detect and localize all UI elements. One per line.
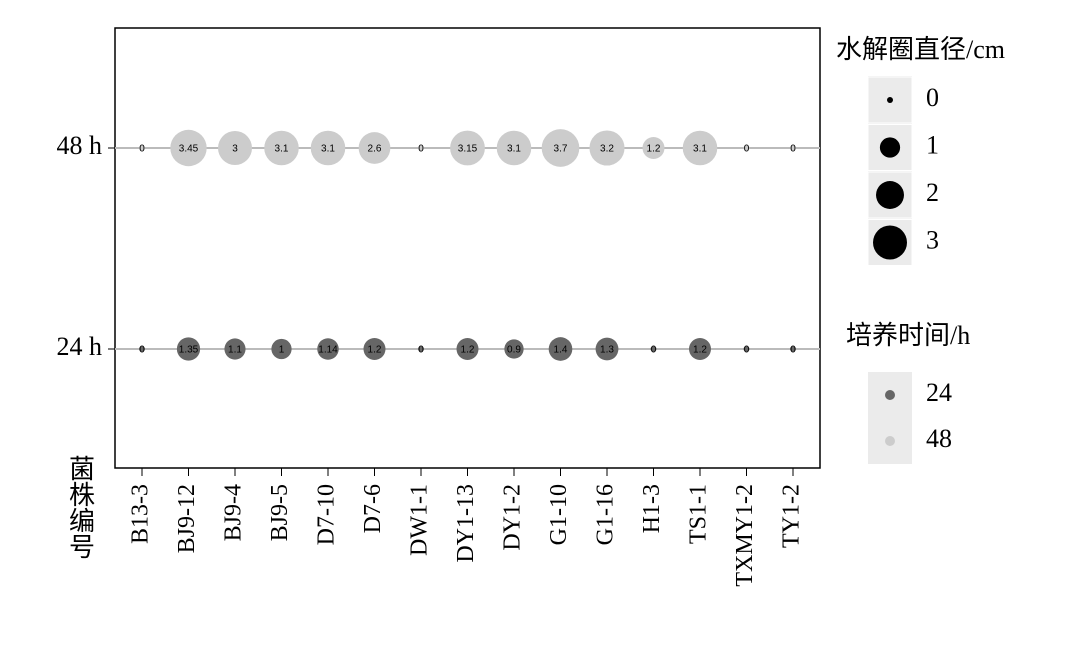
data-label: 1.14 bbox=[318, 345, 338, 356]
bubble bbox=[496, 130, 532, 166]
bubble bbox=[642, 137, 665, 159]
bubble bbox=[418, 346, 424, 352]
data-label: 3.15 bbox=[458, 144, 478, 155]
legend-title: 水解圈直径/cm bbox=[836, 35, 1005, 64]
x-tick-label: BJ9-5 bbox=[267, 484, 293, 541]
data-label: 0 bbox=[418, 345, 424, 356]
legend-label: 48 bbox=[926, 424, 952, 453]
bubble bbox=[264, 130, 299, 166]
x-tick-label: B13-3 bbox=[128, 484, 154, 544]
legend-size-key bbox=[876, 181, 904, 209]
data-label: 0 bbox=[418, 144, 424, 155]
data-label: 3.2 bbox=[600, 144, 614, 155]
legend-color-key bbox=[885, 390, 895, 400]
data-label: 3 bbox=[232, 144, 238, 155]
data-label: 1.3 bbox=[600, 345, 614, 356]
bubble bbox=[790, 145, 796, 151]
x-tick-label: TY1-2 bbox=[779, 484, 805, 548]
data-label: 3.1 bbox=[507, 144, 521, 155]
x-tick-label: BJ9-12 bbox=[174, 484, 200, 553]
data-label: 1.2 bbox=[647, 144, 661, 155]
x-tick-label: DW1-1 bbox=[407, 484, 433, 556]
panel bbox=[114, 27, 821, 469]
x-tick-label: H1-3 bbox=[639, 484, 665, 533]
x-tick-label: G1-10 bbox=[546, 484, 572, 545]
legend-label: 24 bbox=[926, 378, 952, 407]
bubble bbox=[548, 337, 573, 361]
data-label: 1.1 bbox=[228, 345, 242, 356]
bubble bbox=[541, 129, 580, 167]
legend-label: 2 bbox=[926, 178, 939, 207]
data-label: 3.45 bbox=[179, 144, 199, 155]
data-label: 1.35 bbox=[179, 345, 199, 356]
y-tick-label: 48 h bbox=[57, 131, 103, 160]
legend-label: 3 bbox=[926, 225, 939, 254]
x-tick-label: BJ9-4 bbox=[221, 484, 247, 541]
data-label: 0 bbox=[790, 144, 796, 155]
bubble bbox=[790, 346, 796, 352]
legend-color-key bbox=[885, 436, 895, 446]
data-label: 1.2 bbox=[461, 345, 475, 356]
data-label: 0 bbox=[139, 345, 145, 356]
x-tick-label: TXMY1-2 bbox=[732, 484, 758, 587]
data-label: 0 bbox=[744, 144, 750, 155]
data-label: 0 bbox=[651, 345, 657, 356]
bubble bbox=[310, 130, 346, 166]
bubble bbox=[456, 338, 479, 360]
y-tick-label: 24 h bbox=[57, 332, 103, 361]
legend-size-key bbox=[873, 225, 907, 260]
x-tick-label: D7-6 bbox=[360, 484, 386, 533]
data-label: 1 bbox=[279, 345, 285, 356]
data-label: 0 bbox=[139, 144, 145, 155]
bubble bbox=[450, 130, 485, 166]
bubble bbox=[504, 339, 524, 359]
bubble bbox=[589, 130, 625, 166]
data-label: 3.7 bbox=[554, 144, 568, 155]
x-axis-title: 菌株编号 bbox=[66, 455, 95, 559]
bubble bbox=[358, 132, 391, 164]
data-label: 3.1 bbox=[693, 144, 707, 155]
x-tick-label: D7-10 bbox=[314, 484, 340, 545]
data-label: 3.1 bbox=[321, 144, 335, 155]
bubble bbox=[363, 338, 386, 360]
bubble bbox=[218, 131, 252, 165]
bubble bbox=[595, 337, 619, 361]
x-tick-label: DY1-13 bbox=[453, 484, 479, 563]
bubble bbox=[170, 129, 207, 167]
data-label: 1.2 bbox=[368, 345, 382, 356]
bubble bbox=[224, 338, 246, 360]
x-tick-label: TS1-1 bbox=[686, 484, 712, 544]
data-label: 0.9 bbox=[507, 345, 521, 356]
legend-title: 培养时间/h bbox=[846, 321, 970, 350]
bubble bbox=[743, 346, 750, 352]
bubble bbox=[418, 145, 424, 151]
bubble bbox=[743, 145, 750, 151]
bubble bbox=[682, 130, 718, 166]
bubble bbox=[139, 145, 145, 151]
bubble bbox=[176, 337, 201, 361]
data-label: 0 bbox=[790, 345, 796, 356]
legend-label: 1 bbox=[926, 130, 939, 159]
bubble bbox=[271, 338, 292, 360]
legend-size-key bbox=[879, 137, 901, 158]
x-tick-label: DY1-2 bbox=[500, 484, 526, 551]
data-label: 0 bbox=[744, 345, 750, 356]
legend-size-key bbox=[887, 97, 893, 103]
data-label: 1.2 bbox=[693, 345, 707, 356]
bubble bbox=[650, 346, 657, 352]
bubble bbox=[689, 338, 711, 360]
bubble bbox=[317, 338, 339, 360]
data-label: 2.6 bbox=[368, 144, 382, 155]
data-label: 3.1 bbox=[275, 144, 289, 155]
x-tick-label: G1-16 bbox=[593, 484, 619, 545]
legend-label: 0 bbox=[926, 83, 939, 112]
bubble bbox=[139, 346, 145, 352]
data-label: 1.4 bbox=[554, 345, 568, 356]
